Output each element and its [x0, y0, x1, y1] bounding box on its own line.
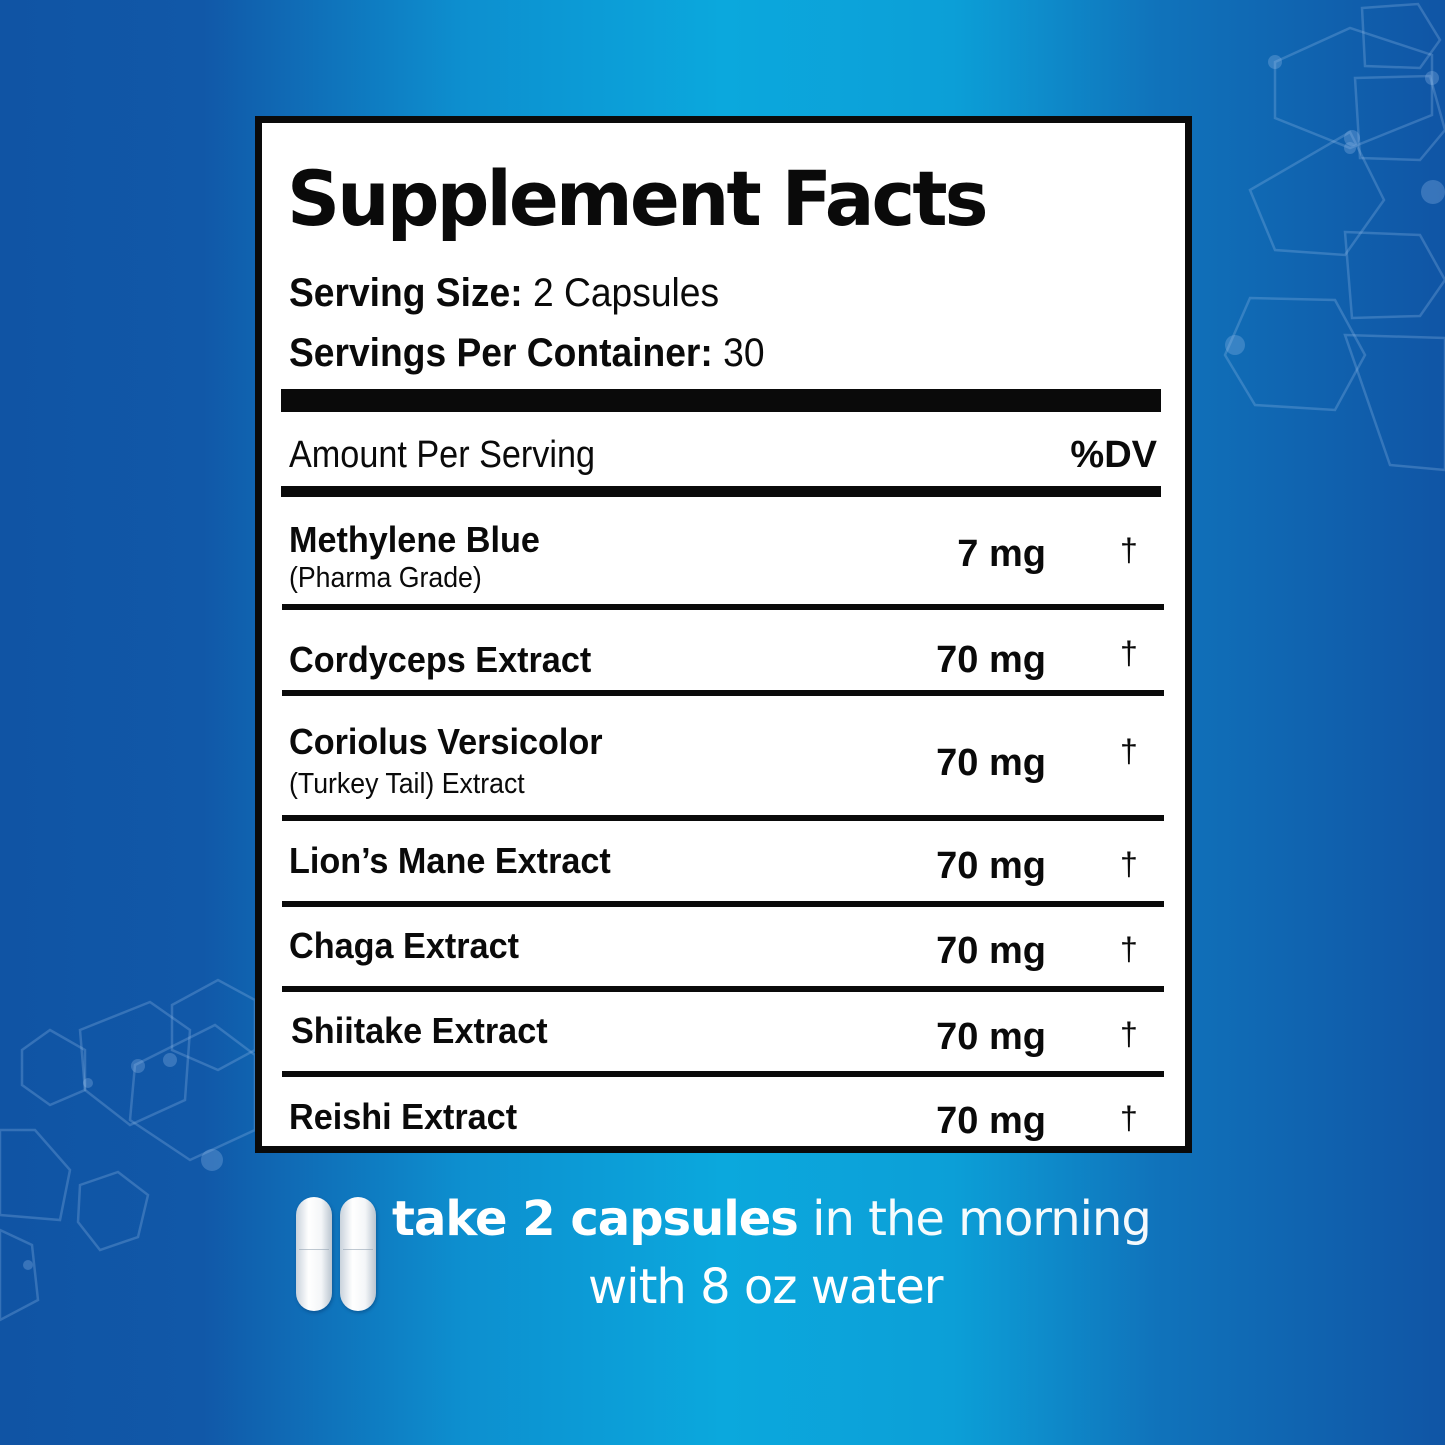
row-divider: [282, 815, 1164, 821]
ingredient-name: Shiitake Extract: [291, 1010, 548, 1051]
dagger-icon: †: [1120, 532, 1138, 568]
ingredient-subtitle: (Turkey Tail) Extract: [289, 768, 525, 800]
medium-divider: [281, 486, 1161, 497]
ingredient-name: Cordyceps Extract: [289, 639, 592, 680]
ingredient-amount: 7 mg: [957, 533, 1046, 575]
servings-per-container-value: 30: [723, 331, 765, 375]
serving-size-label: Serving Size:: [289, 271, 523, 315]
row-divider: [282, 690, 1164, 696]
dagger-icon: †: [1120, 931, 1138, 967]
capsule-pair-icon: [296, 1197, 380, 1311]
dagger-icon: †: [1120, 733, 1138, 769]
servings-per-container-label: Servings Per Container:: [289, 331, 713, 375]
ingredient-amount: 70 mg: [936, 845, 1046, 887]
supplement-facts-label: Supplement Facts Serving Size: 2 Capsule…: [255, 116, 1192, 1153]
serving-size: Serving Size: 2 Capsules: [289, 273, 719, 313]
ingredient-name: Coriolus Versicolor: [289, 721, 603, 762]
ingredient-amount: 70 mg: [936, 1100, 1046, 1142]
thick-divider: [281, 389, 1161, 412]
ingredient-name: Chaga Extract: [289, 925, 519, 966]
ingredient-amount: 70 mg: [936, 742, 1046, 784]
dagger-icon: †: [1120, 846, 1138, 882]
amount-per-serving-header: Amount Per Serving: [289, 434, 596, 476]
dagger-icon: †: [1120, 635, 1138, 671]
serving-size-value: 2 Capsules: [532, 271, 720, 315]
ingredient-name: Lion’s Mane Extract: [289, 840, 611, 881]
ingredient-amount: 70 mg: [936, 639, 1046, 681]
row-divider: [282, 901, 1164, 907]
directions: take 2 capsules in the morning with 8 oz…: [290, 1185, 1190, 1315]
dagger-icon: †: [1120, 1016, 1138, 1052]
daily-value-header: %DV: [1070, 434, 1157, 476]
capsule-icon: [340, 1197, 376, 1311]
ingredient-subtitle: (Pharma Grade): [289, 562, 482, 594]
directions-line-2: with 8 oz water: [588, 1259, 943, 1315]
capsule-icon: [296, 1197, 332, 1311]
row-divider: [282, 986, 1164, 992]
directions-line-1: take 2 capsules in the morning: [392, 1195, 1152, 1243]
directions-line-1-rest: in the morning: [797, 1191, 1152, 1247]
directions-emphasis: take 2 capsules: [392, 1191, 799, 1247]
ingredient-amount: 70 mg: [936, 1016, 1046, 1058]
label-title: Supplement Facts: [287, 154, 989, 243]
ingredient-amount: 70 mg: [936, 930, 1046, 972]
row-divider: [282, 604, 1164, 610]
ingredient-name: Reishi Extract: [289, 1096, 518, 1137]
dagger-icon: †: [1120, 1100, 1138, 1136]
row-divider: [282, 1071, 1164, 1077]
ingredient-name: Methylene Blue: [289, 519, 540, 560]
servings-per-container: Servings Per Container: 30: [289, 333, 765, 373]
